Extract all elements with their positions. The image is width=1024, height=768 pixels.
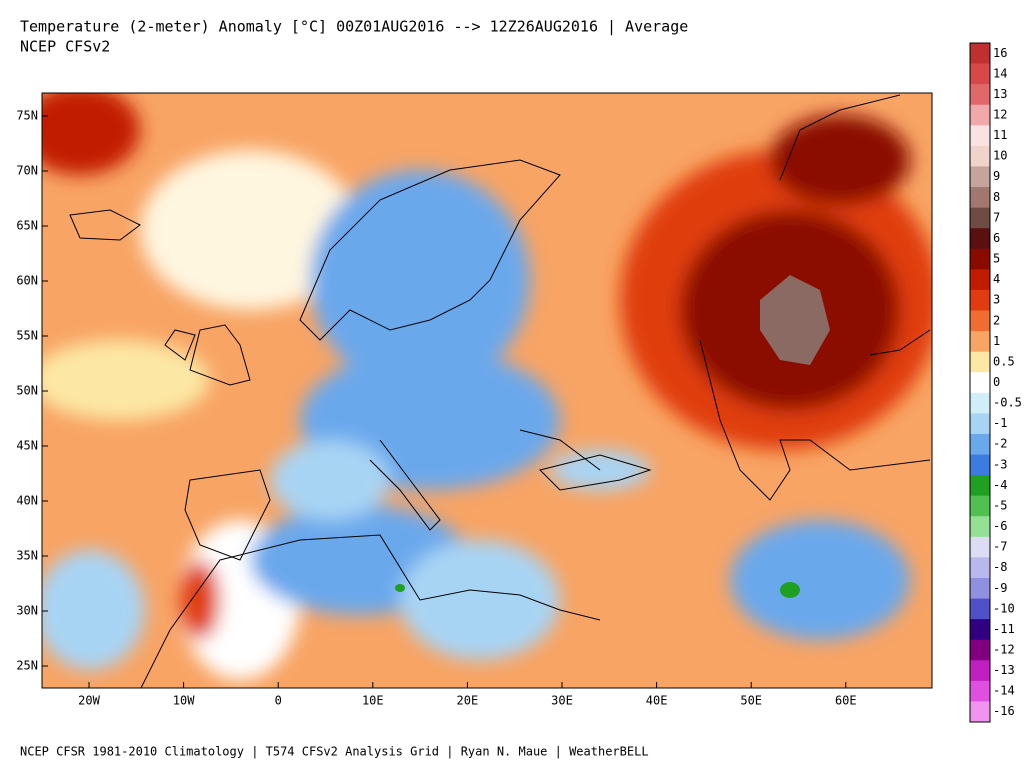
colorbar-label: 9 — [993, 169, 1000, 183]
anomaly-field — [42, 93, 932, 688]
colorbar-swatch — [970, 43, 990, 64]
lon-label: 20W — [78, 694, 100, 708]
colorbar-label: -14 — [993, 684, 1015, 698]
colorbar-label: 11 — [993, 128, 1007, 142]
colorbar-label: -16 — [993, 704, 1015, 718]
lat-label: 65N — [16, 219, 38, 233]
colorbar-swatch — [970, 680, 990, 702]
colorbar-label: -2 — [993, 437, 1007, 451]
colorbar-label: -0.5 — [993, 396, 1022, 410]
colorbar-label: 6 — [993, 231, 1000, 245]
lat-label: 55N — [16, 329, 38, 343]
colorbar-label: -13 — [993, 663, 1015, 677]
lon-label: 60E — [835, 694, 857, 708]
colorbar-label: -8 — [993, 560, 1007, 574]
colorbar-swatch — [970, 289, 990, 311]
colorbar-label: -3 — [993, 457, 1007, 471]
colorbar-swatch — [970, 619, 990, 640]
lat-label: 50N — [16, 384, 38, 398]
colorbar-label: 2 — [993, 313, 1000, 327]
colorbar-label: -6 — [993, 519, 1007, 533]
colorbar-swatch — [970, 475, 990, 496]
lat-label: 70N — [16, 164, 38, 178]
colorbar-label: 3 — [993, 293, 1000, 307]
lon-label: 30E — [551, 694, 573, 708]
colorbar-swatch — [970, 392, 990, 414]
lon-label: 10E — [362, 694, 384, 708]
colorbar-swatch — [970, 413, 990, 435]
colorbar-label: -9 — [993, 581, 1007, 595]
colorbar-label: -5 — [993, 498, 1007, 512]
colorbar-label: -12 — [993, 642, 1015, 656]
colorbar-swatch — [970, 516, 990, 538]
coastlines — [69, 94, 931, 688]
colorbar-label: -11 — [993, 622, 1015, 636]
lon-label: 10W — [173, 694, 195, 708]
colorbar-label: -10 — [993, 601, 1015, 615]
colorbar-frame — [969, 42, 991, 723]
colorbar-swatch — [970, 269, 990, 291]
colorbar-label: 13 — [993, 87, 1007, 101]
lat-label: 75N — [16, 109, 38, 123]
colorbar-swatch — [970, 372, 990, 394]
title: Temperature (2-meter) Anomaly [°C] 00Z01… — [20, 18, 688, 36]
colorbar-label: 10 — [993, 149, 1007, 163]
colorbar-label: 16 — [993, 46, 1007, 60]
colorbar-swatch — [970, 351, 990, 373]
lon-label: 40E — [646, 694, 668, 708]
lat-label: 30N — [16, 604, 38, 618]
colorbar-swatch — [970, 433, 990, 455]
lat-label: 35N — [16, 549, 38, 563]
colorbar-swatch — [970, 166, 990, 188]
lon-label: 50E — [740, 694, 762, 708]
colorbar-swatch — [970, 63, 990, 85]
colorbar-swatch — [970, 145, 990, 167]
colorbar-swatch — [970, 454, 990, 476]
colorbar-swatch — [970, 557, 990, 579]
colorbar-swatch — [970, 598, 990, 620]
peak-area — [760, 275, 830, 365]
colorbar-swatch — [970, 310, 990, 332]
colorbar-swatch — [970, 84, 990, 106]
lat-label: 40N — [16, 494, 38, 508]
colorbar-label: -4 — [993, 478, 1007, 492]
lon-label: 20E — [457, 694, 479, 708]
colorbar-label: -1 — [993, 416, 1007, 430]
colorbar-label: 1 — [993, 334, 1000, 348]
colorbar-swatch — [970, 577, 990, 599]
colorbar-swatch — [970, 125, 990, 147]
colorbar-label: 8 — [993, 190, 1000, 204]
colorbar-label: 7 — [993, 210, 1000, 224]
colorbar-swatch — [970, 660, 990, 682]
lat-label: 45N — [16, 439, 38, 453]
colorbar-swatch — [970, 187, 990, 208]
colorbar-label: 14 — [993, 66, 1007, 80]
lat-label: 60N — [16, 274, 38, 288]
colorbar-label: 0 — [993, 375, 1000, 389]
footer: NCEP CFSR 1981-2010 Climatology | T574 C… — [20, 745, 649, 759]
colorbar-label: 4 — [993, 272, 1000, 286]
colorbar-label: 0.5 — [993, 354, 1015, 368]
colorbar-swatch — [970, 207, 990, 229]
colorbar-swatch — [970, 495, 990, 517]
colorbar-label: -7 — [993, 540, 1007, 554]
colorbar-swatch — [970, 331, 990, 352]
lat-label: 25N — [16, 659, 38, 673]
colorbar-label: 12 — [993, 108, 1007, 122]
model: NCEP CFSv2 — [20, 38, 110, 56]
colorbar-swatch — [970, 701, 990, 723]
colorbar-swatch — [970, 639, 990, 661]
colorbar-label: 5 — [993, 252, 1000, 266]
lon-label: 0 — [275, 694, 282, 708]
colorbar-swatch — [970, 104, 990, 126]
colorbar-swatch — [970, 248, 990, 270]
colorbar-swatch — [970, 228, 990, 250]
cold-area — [395, 584, 405, 592]
cold-area — [780, 582, 800, 598]
colorbar-swatch — [970, 536, 990, 558]
